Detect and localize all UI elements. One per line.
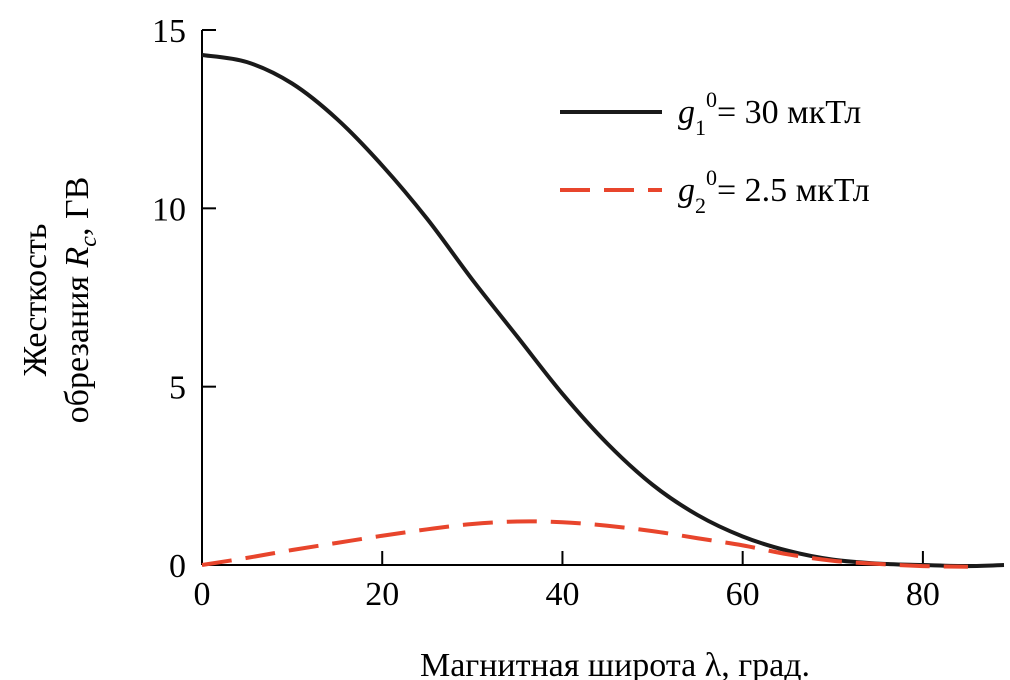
x-tick-label: 0	[194, 576, 211, 613]
x-tick-label: 80	[906, 576, 940, 613]
y-axis-title: Жесткость обрезания Rc, ГВ	[17, 177, 102, 424]
y-axis-title-sub: c	[76, 236, 102, 247]
x-axis-title: Магнитная широта λ, град.	[420, 647, 810, 680]
series-line-2	[201, 519, 968, 569]
legend-item-1: g10= 30 мкТл	[560, 87, 861, 140]
x-tick-label: 20	[365, 576, 399, 613]
series-line-1	[201, 52, 1005, 569]
legend: g10= 30 мкТл g20= 2.5 мкТл	[560, 87, 870, 218]
legend-label: g20= 2.5 мкТл	[678, 165, 870, 218]
x-tick-label: 40	[545, 576, 579, 613]
y-axis-title-prefix: обрезания	[59, 267, 96, 423]
y-axis-title-suffix: , ГВ	[59, 177, 96, 236]
x-tick-label: 60	[726, 576, 760, 613]
legend-item-2: g20= 2.5 мкТл	[560, 165, 870, 218]
y-tick-label: 15	[152, 13, 186, 50]
y-axis-title-line1: Жесткость	[17, 224, 54, 377]
y-tick-label: 0	[169, 548, 186, 585]
y-axis-title-line2: обрезания Rc, ГВ	[59, 177, 102, 424]
y-axis-title-var: R	[59, 246, 96, 268]
legend-label: g10= 30 мкТл	[678, 87, 861, 140]
axes: 0 20 40 60 80 0 5 10 15	[152, 13, 1004, 613]
y-tick-label: 10	[152, 191, 186, 228]
y-tick-label: 5	[169, 370, 186, 407]
series-layer	[201, 52, 1005, 569]
